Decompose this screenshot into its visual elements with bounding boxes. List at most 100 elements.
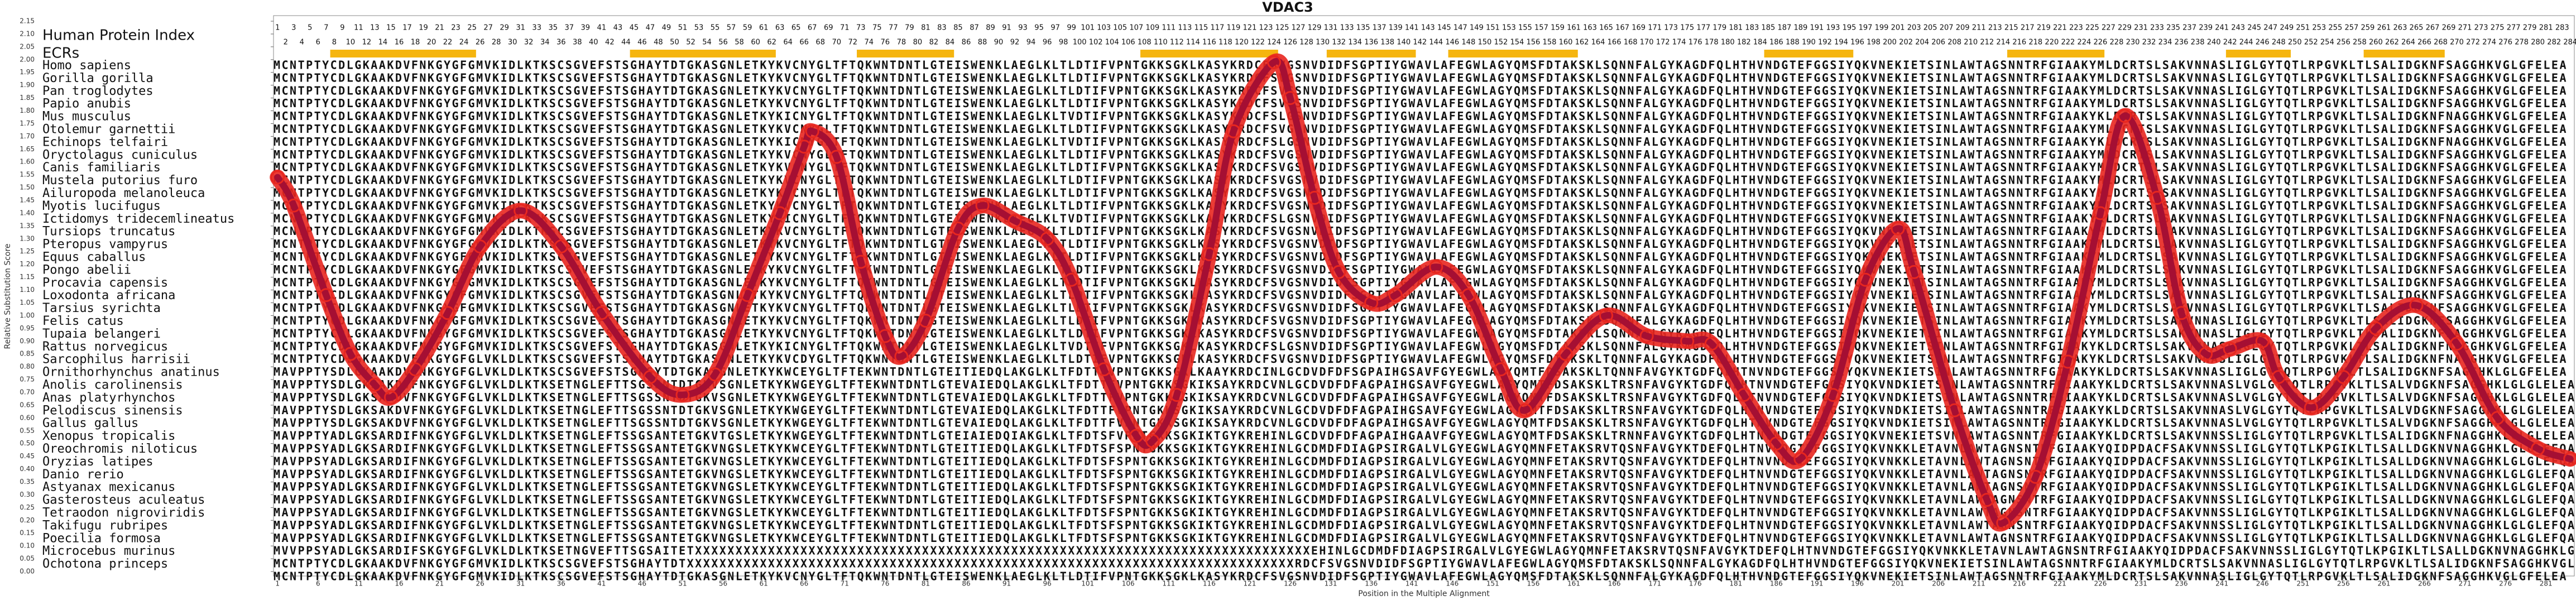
protein-index-number: 284 (2563, 39, 2576, 47)
x-tick-label: 126 (1284, 580, 1297, 588)
protein-index-number: 174 (1672, 39, 1686, 47)
score-point (2304, 400, 2318, 415)
protein-index-number: 161 (1567, 24, 1581, 32)
protein-index-number: 57 (727, 24, 736, 32)
protein-index-label: Human Protein Index (42, 27, 195, 44)
species-name: Echinops telfairi (42, 135, 168, 149)
protein-index-number: 149 (1470, 24, 1484, 32)
score-point (2336, 369, 2350, 384)
protein-index-number: 16 (395, 39, 404, 47)
protein-index-number: 282 (2547, 39, 2561, 47)
protein-index-number: 96 (1043, 39, 1052, 47)
y-tick-label: 0.95 (20, 324, 35, 332)
species-name: Mus musculus (42, 110, 131, 124)
x-tick-label: 276 (2499, 580, 2512, 588)
y-tick-label: 1.80 (20, 107, 35, 114)
protein-index-number: 242 (2223, 39, 2237, 47)
protein-index-number: 237 (2182, 24, 2196, 32)
sequence-row: MCNTPTYCDLGKAAKDVFNKGYGFGMVKIDLKTKSCSGVE… (274, 237, 2566, 251)
protein-index-number: 240 (2207, 39, 2221, 47)
score-point (1429, 260, 1443, 274)
protein-index-number: 278 (2515, 39, 2529, 47)
x-tick-label: 46 (638, 580, 646, 588)
x-tick-label: 51 (678, 580, 687, 588)
x-tick-label: 271 (2459, 580, 2472, 588)
protein-index-number: 109 (1145, 24, 1159, 32)
ecr-bar (2007, 50, 2105, 57)
species-name: Pan troglodytes (42, 84, 153, 98)
y-tick-label: 0.45 (20, 452, 35, 460)
protein-index-number: 152 (1494, 39, 1508, 47)
protein-index-number: 154 (1510, 39, 1524, 47)
score-point (1826, 388, 1840, 402)
protein-index-number: 168 (1624, 39, 1638, 47)
protein-index-number: 252 (2304, 39, 2318, 47)
protein-index-number: 40 (589, 39, 598, 47)
species-name: Oryctolagus cuniculus (42, 148, 198, 162)
protein-index-number: 202 (1899, 39, 1913, 47)
protein-index-number: 182 (1737, 39, 1751, 47)
protein-index-number: 147 (1454, 24, 1467, 32)
protein-index-number: 256 (2337, 39, 2350, 47)
sequence-row: MCNTPTYCDLGKAAKDVFNKGYGFGMVKIDLKTKSCSGVE… (274, 122, 2566, 136)
protein-index-number: 45 (630, 24, 639, 32)
protein-index-number: 139 (1389, 24, 1403, 32)
protein-index-number: 133 (1340, 24, 1354, 32)
protein-index-number: 265 (2410, 24, 2424, 32)
ecr-bar (1448, 50, 1578, 57)
score-point (1599, 308, 1614, 323)
x-tick-label: 1 (275, 580, 280, 588)
sequence-row: MCNTPTYCDLGKAAKDVFNKGYGFGMVKIDLKTKSCSGVE… (274, 135, 2566, 148)
protein-index-number: 6 (316, 39, 320, 47)
protein-index-number: 279 (2523, 24, 2537, 32)
y-tick-label: 0.35 (20, 478, 35, 486)
score-point (805, 124, 819, 138)
sequence-row: MCNTPTYCDLGKAAKDVFNKGYGFGMVKIDLKTKSCSGVE… (274, 186, 2566, 200)
sequence-row: MCNTPTYCDLGKAAKDVFNKGYGFGMVKIDLKTKSCSGVE… (274, 212, 2566, 225)
score-point (1307, 190, 1322, 205)
protein-index-number: 266 (2417, 39, 2431, 47)
protein-index-number: 129 (1308, 24, 1322, 32)
x-tick-label: 131 (1325, 580, 1337, 588)
x-tick-label: 171 (1648, 580, 1661, 588)
protein-index-number: 160 (1559, 39, 1573, 47)
protein-index-number: 248 (2272, 39, 2286, 47)
score-point (1639, 329, 1654, 343)
protein-index-number: 29 (500, 24, 509, 32)
protein-index-number: 170 (1640, 39, 1654, 47)
y-tick-label: 1.05 (20, 299, 35, 306)
x-tick-label: 176 (1689, 580, 1702, 588)
protein-index-number: 82 (929, 39, 939, 47)
x-tick-label: 21 (435, 580, 444, 588)
protein-index-number: 112 (1170, 39, 1184, 47)
protein-index-number: 72 (848, 39, 857, 47)
y-tick-label: 1.15 (20, 273, 35, 281)
score-point (514, 203, 528, 218)
protein-index-number: 11 (354, 24, 363, 32)
score-point (319, 288, 333, 303)
score-point (408, 362, 423, 377)
score-point (1494, 362, 1508, 377)
ecr-bar (857, 50, 954, 57)
protein-index-number: 135 (1356, 24, 1370, 32)
score-point (1518, 403, 1532, 417)
score-point (797, 140, 812, 154)
y-tick-label: 0.00 (20, 568, 35, 575)
protein-index-number: 62 (767, 39, 776, 47)
y-tick-label: 0.20 (20, 516, 35, 524)
protein-index-number: 99 (1067, 24, 1076, 32)
protein-index-number: 10 (346, 39, 356, 47)
protein-index-number: 226 (2094, 39, 2108, 47)
protein-index-number: 220 (2045, 39, 2059, 47)
protein-index-number: 219 (2037, 24, 2051, 32)
protein-index-number: 239 (2199, 24, 2213, 32)
score-point (594, 306, 609, 320)
protein-index-number: 19 (419, 24, 428, 32)
y-tick-label: 0.40 (20, 465, 35, 473)
x-tick-label: 161 (1567, 580, 1580, 588)
protein-index-number: 28 (492, 39, 501, 47)
y-tick-label: 1.95 (20, 68, 35, 76)
protein-index-number: 188 (1786, 39, 1800, 47)
species-name: Ornithorhynchus anatinus (42, 366, 220, 380)
species-name: Felis catus (42, 314, 124, 328)
